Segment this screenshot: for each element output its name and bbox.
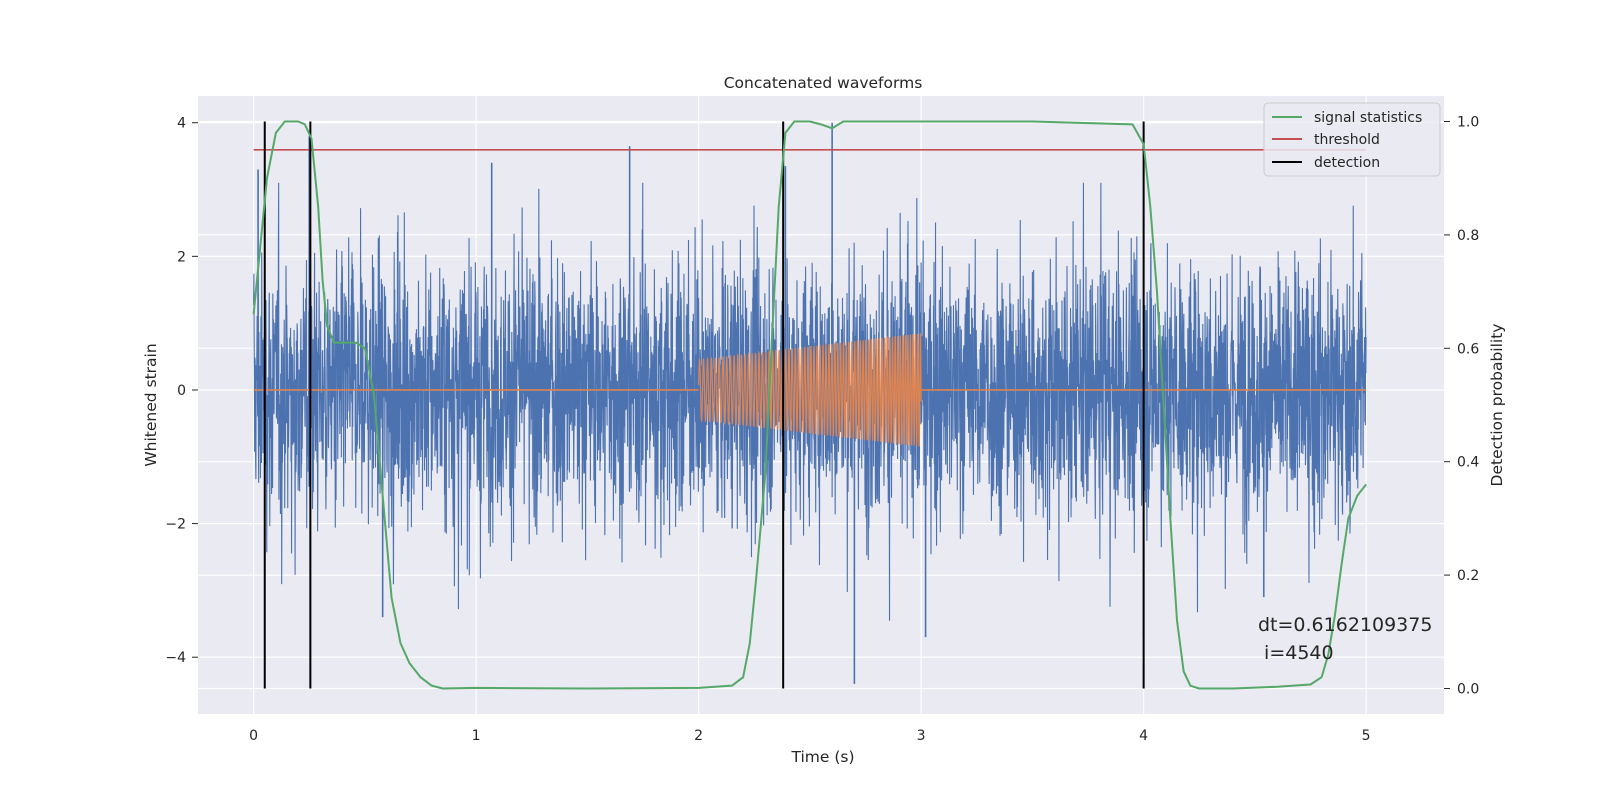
right-y-tick-label: 0.2 [1457,568,1479,584]
right-y-axis-label: Detection probability [1488,324,1506,487]
legend-label-threshold: threshold [1314,132,1380,148]
x-axis-ticks: 0 1 2 3 4 5 [249,728,1370,744]
left-y-tick-label: −4 [165,650,186,666]
strain-line [253,182,1367,621]
left-y-axis-ticks: −4 −2 0 2 4 [165,116,198,666]
right-y-tick-label: 0.0 [1457,681,1479,697]
legend-box [1263,102,1441,177]
right-y-tick-label: 0.8 [1457,228,1479,244]
signal-statistics-line [252,120,1367,690]
right-y-axis-ticks: 0.0 0.2 0.4 0.6 0.8 1.0 [1444,115,1479,697]
legend: signal statistics threshold detection [1263,102,1441,177]
x-tick-label: 5 [1362,728,1371,744]
x-tick-label: 2 [694,728,703,744]
x-tick-label: 0 [249,728,258,744]
right-y-tick-label: 1.0 [1457,115,1479,131]
x-tick-label: 3 [917,728,926,744]
injection-chirp [698,333,922,447]
signal-statistics-series [252,120,1367,690]
legend-label-detection: detection [1314,155,1380,171]
annotation-index: i=4540 [1258,642,1334,664]
annotation-dt: dt=0.6162109375 [1258,614,1432,636]
x-axis-label: Time (s) [790,748,854,766]
left-y-axis-label: Whitened strain [142,343,160,466]
legend-label-signal-statistics: signal statistics [1314,110,1422,126]
x-tick-label: 1 [472,728,481,744]
chart-title: Concatenated waveforms [724,74,923,92]
left-y-tick-label: 0 [177,383,186,399]
left-y-tick-label: 4 [177,116,186,132]
left-y-tick-label: −2 [165,517,186,533]
x-tick-label: 4 [1139,728,1148,744]
left-y-tick-label: 2 [177,249,186,265]
right-y-tick-label: 0.6 [1457,341,1479,357]
detection-series [263,121,1145,689]
right-y-tick-label: 0.4 [1457,455,1479,471]
